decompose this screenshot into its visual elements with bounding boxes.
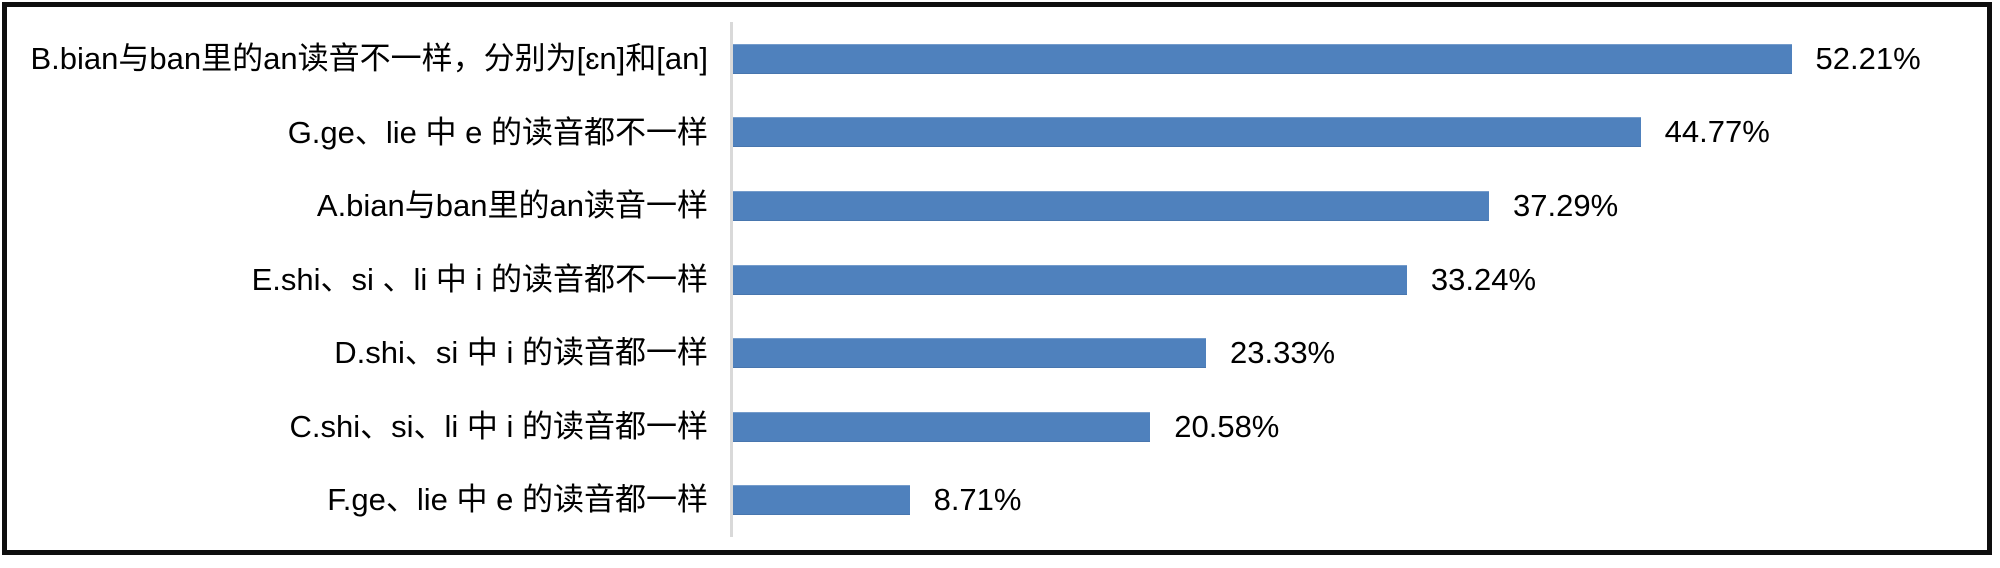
value-label: 23.33% — [1229, 335, 1336, 371]
bar-area: 44.77% — [730, 95, 1990, 170]
bar-row: B.bian与ban里的an读音不一样，分别为[ɛn]和[an] 52.21% — [0, 22, 1990, 96]
bar-row: E.shi、si 、li 中 i 的读音都不一样 33.24% — [0, 242, 1990, 317]
category-label: F.ge、lie 中 e 的读音都一样 — [327, 482, 708, 518]
bar-rows: B.bian与ban里的an读音不一样，分别为[ɛn]和[an] 52.21% … — [0, 22, 1990, 538]
value-label: 20.58% — [1174, 408, 1280, 444]
bar-area: 20.58% — [730, 389, 1990, 464]
bar-row: C.shi、si、li 中 i 的读音都一样 20.58% — [0, 389, 1990, 464]
category-label: B.bian与ban里的an读音不一样，分别为[ɛn]和[an] — [30, 40, 709, 76]
category-label: A.bian与ban里的an读音一样 — [316, 188, 708, 224]
value-label: 33.24% — [1430, 261, 1537, 297]
bar — [733, 43, 1792, 74]
horizontal-bar-chart: B.bian与ban里的an读音不一样，分别为[ɛn]和[an] 52.21% … — [0, 22, 1990, 538]
value-label: 8.71% — [933, 482, 1022, 518]
bar — [733, 485, 910, 516]
bar — [733, 411, 1151, 442]
bar-row: G.ge、lie 中 e 的读音都不一样 44.77% — [0, 95, 1990, 170]
bar — [733, 338, 1206, 369]
value-label: 37.29% — [1513, 187, 1619, 223]
value-label: 52.21% — [1815, 40, 1921, 76]
bar-area: 23.33% — [730, 316, 1990, 390]
bar-row: F.ge、lie 中 e 的读音都一样 8.71% — [0, 463, 1990, 538]
bar — [733, 264, 1407, 295]
value-label: 44.77% — [1664, 114, 1770, 150]
bar — [733, 117, 1641, 148]
bar-area: 8.71% — [730, 463, 1990, 538]
category-label: D.shi、si 中 i 的读音都一样 — [334, 335, 708, 371]
category-label: G.ge、lie 中 e 的读音都不一样 — [287, 114, 708, 150]
bar-row: D.shi、si 中 i 的读音都一样 23.33% — [0, 316, 1990, 390]
category-label: C.shi、si、li 中 i 的读音都一样 — [289, 408, 708, 444]
bar-area: 52.21% — [730, 22, 1990, 96]
bar-area: 33.24% — [730, 242, 1990, 317]
category-label: E.shi、si 、li 中 i 的读音都不一样 — [251, 261, 708, 297]
bar-area: 37.29% — [730, 169, 1990, 243]
bar — [733, 190, 1490, 221]
bar-row: A.bian与ban里的an读音一样 37.29% — [0, 169, 1990, 243]
